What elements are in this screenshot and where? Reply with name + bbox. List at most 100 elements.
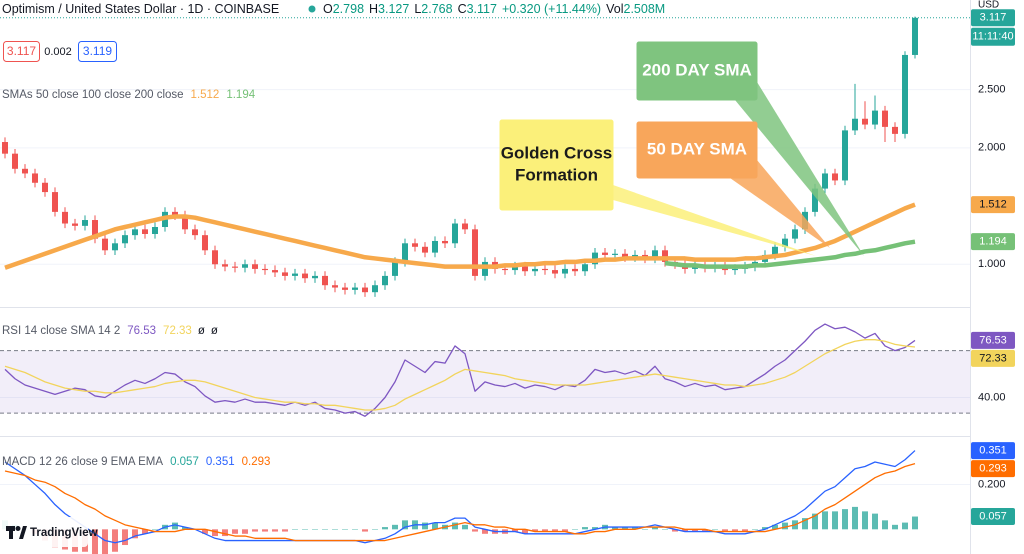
countdown-box [971, 27, 1015, 46]
histogram-bar [832, 511, 838, 530]
histogram-bar [242, 529, 248, 534]
histogram-bar [822, 511, 828, 530]
candle-body [52, 192, 58, 212]
histogram-bar [862, 511, 868, 530]
histogram-bar [552, 529, 558, 532]
histogram-bar [912, 516, 918, 530]
callout-text: Golden Cross [501, 143, 612, 162]
histogram-bar [252, 529, 258, 532]
candle-body [452, 223, 458, 244]
candle-body [502, 268, 508, 271]
candle-body [542, 268, 548, 271]
axis-value-box [971, 508, 1015, 526]
histogram-bar [752, 529, 758, 530]
callout-box [636, 121, 758, 179]
legend-value: 72.33 [163, 325, 192, 337]
candle-body [332, 285, 338, 288]
candle-body [152, 227, 158, 234]
candle-body [632, 254, 638, 258]
axis-value-box [971, 442, 1015, 460]
series-line [4, 202, 916, 270]
market-status [308, 5, 316, 13]
symbol-title: Optimism / United States Dollar · 1D · C… [2, 2, 279, 16]
candle-body [442, 240, 448, 244]
histogram-bar [582, 527, 588, 530]
axis-value-label: 76.53 [979, 334, 1007, 346]
candle-body [782, 238, 788, 247]
histogram-bar [362, 529, 368, 532]
candle-body [572, 268, 578, 272]
bid[interactable]: 3.117 [7, 44, 36, 58]
candle-body [122, 235, 128, 244]
histogram-bar [682, 529, 688, 532]
y-tick-label: 40.00 [978, 391, 1006, 403]
candle-body [582, 264, 588, 272]
indicator-legend: SMAs 50 close 100 close 200 close 1.512 1.… [2, 89, 256, 101]
candle-body [212, 250, 218, 265]
histogram-bar [172, 522, 178, 530]
bid-box[interactable] [3, 41, 40, 62]
candle-body [402, 243, 408, 262]
candle-body [852, 118, 858, 131]
candle-body [512, 266, 518, 271]
histogram-bar [702, 529, 708, 532]
axis-value-box [971, 196, 1015, 214]
series-line [664, 239, 916, 269]
candle-body [612, 253, 618, 255]
indicator-legend: RSI 14 close SMA 14 2 76.53 72.33 ø ø [2, 325, 218, 337]
candle-body [732, 268, 738, 271]
change: +0.320 (+11.44%) [502, 2, 601, 16]
candle-body [562, 268, 568, 274]
histogram-bar [692, 529, 698, 532]
callout-box [636, 41, 758, 101]
candle-body [832, 173, 838, 181]
candle-body [462, 223, 468, 230]
candle-body [182, 215, 188, 230]
histogram-bar [152, 529, 158, 530]
candle-body [312, 275, 318, 279]
histogram-bar [222, 529, 228, 537]
ask[interactable]: 3.119 [83, 44, 112, 58]
candle-body [772, 246, 778, 255]
callout-text: 200 DAY SMA [642, 60, 752, 79]
legend-title: RSI 14 close SMA 14 2 [2, 325, 120, 337]
candle-body [262, 268, 268, 271]
candle-body [872, 110, 878, 125]
axis-currency[interactable]: USD [978, 0, 999, 11]
candle-body [362, 287, 368, 293]
logo-part [19, 526, 27, 539]
watermark: TradingView [2, 517, 98, 547]
histogram-bar [622, 527, 628, 530]
volume-key: Vol [606, 2, 623, 16]
watermark-text: TradingView [30, 527, 98, 539]
legend-title: MACD 12 26 close 9 EMA EMA [2, 456, 163, 468]
histogram-bar [452, 522, 458, 530]
histogram-bar [92, 529, 98, 554]
histogram-bar [632, 527, 638, 530]
axis-value-box [971, 9, 1015, 27]
ohlc-key: H [369, 2, 378, 16]
countdown: 11:11:40 [972, 31, 1013, 43]
candle-body [862, 118, 868, 125]
histogram-bar [232, 529, 238, 534]
spread: 0.002 [44, 46, 72, 58]
candle-body [822, 173, 828, 189]
ohlc-value: 3.117 [467, 2, 497, 16]
ask-box[interactable] [78, 41, 117, 62]
axis-value-label: 0.351 [979, 444, 1007, 456]
callout-pointer [613, 185, 816, 256]
axis-value-label: 72.33 [979, 352, 1007, 364]
histogram-bar [652, 527, 658, 530]
candle-body [382, 275, 388, 286]
series-line [4, 339, 916, 411]
candle-body [292, 273, 298, 276]
callout-pointer [730, 160, 830, 248]
candle-body [32, 173, 38, 183]
histogram-bar [852, 506, 858, 530]
histogram-bar [472, 529, 478, 532]
candle-body [282, 272, 288, 276]
legend-value: 76.53 [127, 325, 156, 337]
candle-body [92, 220, 98, 239]
histogram-bar [262, 529, 268, 532]
